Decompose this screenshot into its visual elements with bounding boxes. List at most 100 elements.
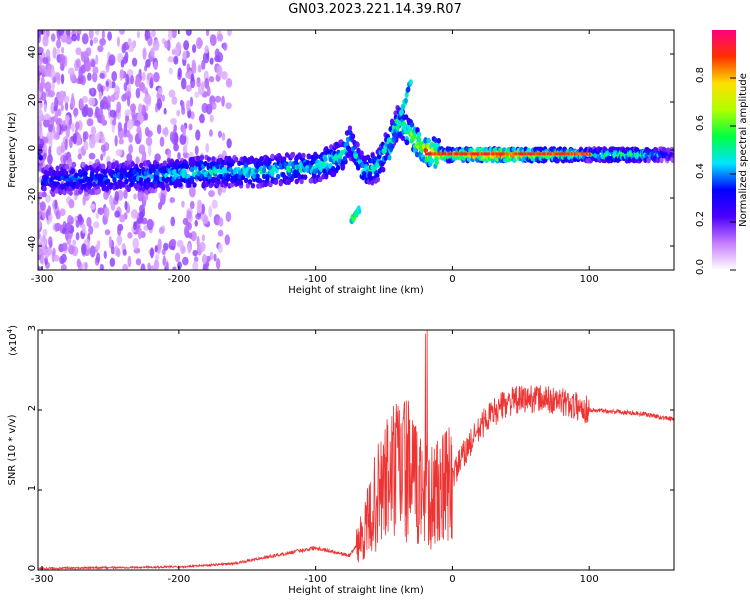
- heatmap-cell: [189, 96, 194, 107]
- heatmap-cell: [461, 152, 464, 156]
- heatmap-cell: [362, 170, 367, 177]
- heatmap-cell: [47, 89, 55, 98]
- heatmap-cell: [163, 242, 169, 251]
- heatmap-cell: [97, 207, 102, 214]
- heatmap-cell: [197, 64, 202, 73]
- heatmap-cell: [38, 46, 44, 54]
- snr-y-ticks: 3 2 1 0: [27, 325, 674, 571]
- heatmap-cell: [208, 205, 212, 218]
- heatmap-cell: [56, 124, 60, 135]
- heatmap-cell: [185, 84, 192, 92]
- heatmap-cell: [64, 138, 68, 151]
- heatmap-cell: [381, 166, 386, 173]
- heatmap-cell: [68, 244, 75, 255]
- heatmap-cell: [89, 137, 96, 149]
- heatmap-cell: [122, 56, 129, 64]
- heatmap-cell: [209, 129, 213, 137]
- heatmap-cell: [68, 199, 75, 209]
- colorbar-tick-label: 0.8: [695, 67, 706, 83]
- heatmap-cell: [141, 71, 146, 81]
- heatmap-cell: [205, 103, 213, 115]
- heatmap-cell: [216, 33, 224, 42]
- heatmap-cell: [184, 163, 190, 170]
- heatmap-cell: [486, 152, 489, 156]
- heatmap-cell: [497, 152, 500, 156]
- heatmap-cell: [369, 175, 374, 182]
- heatmap-cell: [144, 93, 152, 105]
- heatmap-cell: [516, 152, 519, 156]
- snr-series-line: [38, 330, 674, 570]
- heatmap-cell: [147, 144, 152, 157]
- heatmap-cell: [86, 216, 92, 228]
- heatmap-cell: [122, 249, 127, 256]
- heatmap-cell: [179, 133, 187, 146]
- heatmap-cell: [81, 223, 86, 234]
- heatmap-cell: [97, 108, 104, 118]
- heatmap-cell: [187, 243, 191, 255]
- heatmap-cell: [176, 109, 180, 117]
- heatmap-cell: [54, 110, 59, 121]
- heatmap-cell: [38, 154, 44, 161]
- heatmap-cell: [71, 33, 78, 42]
- heatmap-cell: [425, 152, 428, 156]
- heatmap-cell: [189, 175, 195, 182]
- heatmap-cell: [335, 164, 341, 171]
- heatmap-cell: [197, 39, 203, 47]
- heatmap-cell: [83, 170, 88, 177]
- heatmap-cell: [423, 137, 428, 144]
- heatmap-cell: [121, 94, 127, 102]
- heatmap-cell: [432, 152, 435, 156]
- heatmap-cell: [527, 152, 530, 156]
- heatmap-cell: [52, 247, 56, 257]
- heatmap-cell: [434, 152, 437, 156]
- heatmap-cell: [209, 169, 214, 176]
- heatmap-cell: [80, 64, 87, 74]
- heatmap-cell: [192, 260, 199, 270]
- heatmap-cell: [528, 152, 531, 156]
- heatmap-cell: [306, 153, 312, 160]
- heatmap-cell: [86, 118, 94, 127]
- heatmap-cell: [415, 127, 420, 133]
- heatmap-cell: [426, 137, 431, 144]
- heatmap-cell: [209, 57, 214, 65]
- heatmap-cell: [130, 161, 135, 167]
- heatmap-cell: [64, 101, 69, 111]
- heatmap-cell: [205, 30, 210, 37]
- heatmap-cell: [177, 261, 182, 270]
- heatmap-cell: [216, 179, 221, 185]
- heatmap-cell: [46, 30, 50, 38]
- heatmap-cell: [139, 162, 144, 169]
- heatmap-cell: [183, 40, 190, 51]
- heatmap-cell: [436, 138, 442, 144]
- heatmap-cell: [139, 204, 145, 214]
- heatmap-cell: [444, 152, 447, 156]
- heatmap-cell: [498, 152, 501, 156]
- heatmap-cell: [259, 155, 264, 162]
- heatmap-cell: [145, 136, 153, 147]
- y-tick-label: -20: [27, 188, 38, 204]
- heatmap-cell: [539, 152, 542, 156]
- heatmap-cell: [94, 30, 100, 36]
- heatmap-cell: [125, 129, 131, 138]
- heatmap-cell: [38, 148, 43, 154]
- heatmap-cell: [60, 257, 65, 265]
- heatmap-cell: [63, 95, 70, 104]
- heatmap-cell: [284, 152, 290, 158]
- heatmap-cell: [467, 152, 470, 156]
- heatmap-cell: [488, 152, 491, 156]
- heatmap-cell: [278, 180, 283, 187]
- heatmap-cell: [435, 152, 438, 156]
- heatmap-cell: [93, 37, 98, 44]
- heatmap-cell: [89, 203, 96, 210]
- heatmap-cell: [87, 181, 93, 187]
- heatmap-cell: [257, 177, 263, 184]
- heatmap-cell: [116, 235, 123, 246]
- heatmap-cell: [446, 152, 449, 156]
- heatmap-cell: [172, 266, 177, 270]
- heatmap-cell: [218, 217, 224, 227]
- heatmap-cell: [429, 152, 432, 156]
- heatmap-cell: [526, 147, 531, 154]
- heatmap-cell: [554, 152, 557, 156]
- heatmap-cell: [59, 208, 66, 217]
- heatmap-cell: [116, 36, 121, 47]
